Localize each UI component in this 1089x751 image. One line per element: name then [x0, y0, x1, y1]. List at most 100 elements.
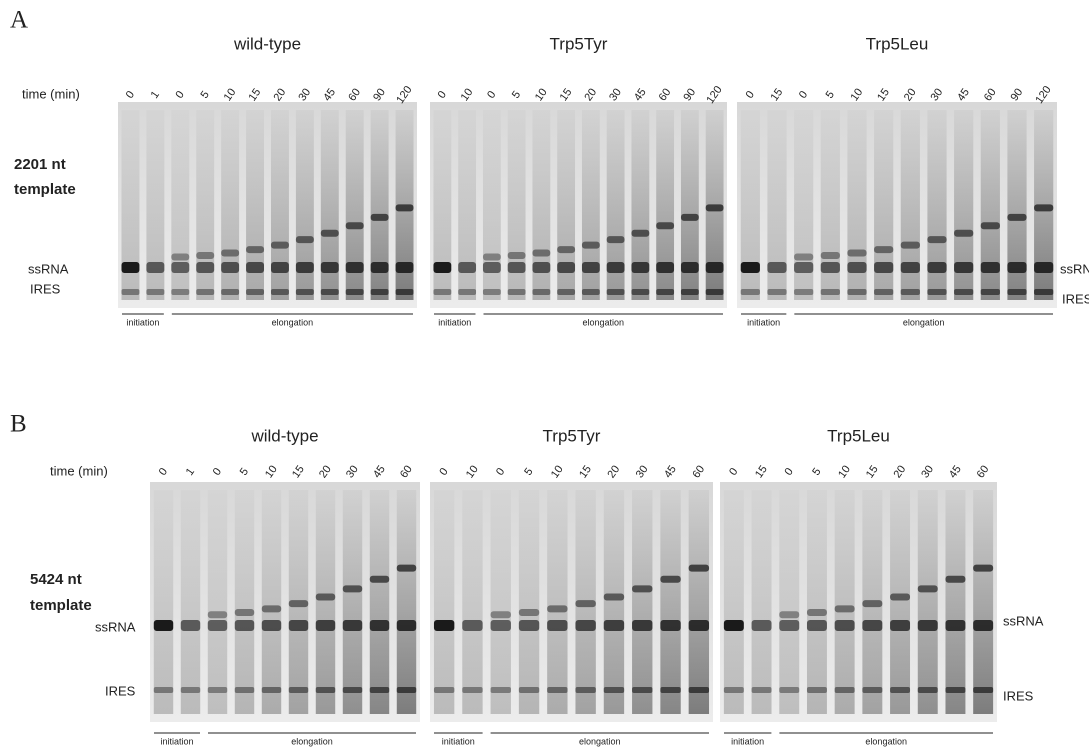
lane-time: 30	[296, 86, 313, 103]
lane-smear	[631, 110, 650, 300]
lane-smear	[396, 490, 417, 714]
ssrna-band	[557, 262, 576, 273]
lane-time: 10	[263, 463, 280, 480]
product-band	[575, 600, 596, 608]
product-band	[207, 611, 228, 619]
ires-band	[458, 289, 477, 295]
lane-time: 0	[494, 466, 507, 478]
gel-title: Trp5Tyr	[543, 426, 601, 445]
ssrna-band	[973, 620, 994, 631]
gel	[118, 102, 417, 308]
ssrna-band	[518, 620, 540, 631]
lane-time: 0	[727, 466, 740, 478]
ires-band	[370, 289, 389, 295]
gel-background	[118, 102, 417, 308]
product-band	[295, 236, 314, 244]
product-band	[342, 585, 363, 593]
ssrna-band	[121, 262, 140, 273]
ires-band	[315, 687, 336, 693]
product-band	[973, 564, 994, 572]
lane-smear	[246, 110, 265, 300]
ires-band	[945, 687, 966, 693]
ires-band	[490, 687, 511, 693]
product-band	[507, 252, 526, 260]
lane-smear	[980, 110, 1000, 300]
ires-band	[507, 289, 526, 295]
phase-label: initiation	[747, 317, 780, 327]
product-band	[917, 585, 938, 593]
product-band	[221, 249, 240, 257]
ssrna-band	[927, 262, 947, 273]
ires-band	[462, 687, 483, 693]
lane-time: 20	[317, 463, 334, 480]
product-band	[246, 246, 265, 254]
ssrna-band	[1007, 262, 1027, 273]
lane-smear	[261, 490, 282, 714]
ssrna-band	[490, 620, 511, 631]
lane-smear	[632, 490, 653, 714]
phase-label: elongation	[579, 736, 621, 746]
lane-smear	[688, 490, 710, 714]
lane-time: 5	[522, 466, 535, 478]
lane-smear	[370, 110, 389, 300]
lane-smear	[806, 490, 827, 714]
lane-time: 30	[607, 86, 624, 103]
ssrna-band	[575, 620, 596, 631]
lane-smear	[315, 490, 336, 714]
ssrna-band	[146, 262, 165, 273]
lane-time: 45	[632, 86, 649, 103]
lane-time: 5	[810, 466, 823, 478]
ires-band	[779, 687, 800, 693]
lane-smear	[433, 110, 452, 300]
ires-band	[794, 289, 814, 295]
product-band	[320, 229, 339, 237]
product-band	[395, 204, 414, 212]
lane-time: 15	[753, 463, 770, 480]
lane-time: 15	[864, 463, 881, 480]
ires-band	[751, 687, 772, 693]
product-band	[656, 222, 675, 230]
ires-band	[575, 687, 596, 693]
ires-band	[1034, 289, 1054, 295]
lane-time: 10	[836, 463, 853, 480]
ires-band	[834, 687, 855, 693]
product-band	[632, 585, 653, 593]
lane-smear	[740, 110, 760, 300]
lane-time: 60	[398, 463, 415, 480]
ires-band	[767, 289, 787, 295]
gel-title: wild-type	[250, 426, 318, 445]
band-label: IRES	[1003, 688, 1034, 703]
lane-smear	[153, 490, 174, 714]
lane-smear	[345, 110, 364, 300]
lane-smear	[196, 110, 215, 300]
lane-smear	[490, 490, 511, 714]
ires-band	[1007, 289, 1027, 295]
lane-time: 0	[174, 89, 187, 101]
ssrna-band	[433, 262, 452, 273]
product-band	[660, 575, 681, 583]
ires-band	[261, 687, 282, 693]
lane-smear	[270, 110, 289, 300]
ires-band	[917, 687, 938, 693]
ssrna-band	[688, 620, 710, 631]
product-band	[927, 236, 947, 244]
lane-smear	[847, 110, 867, 300]
product-band	[196, 252, 215, 260]
lane-time: 10	[549, 463, 566, 480]
ssrna-band	[834, 620, 855, 631]
ssrna-band	[806, 620, 827, 631]
gel	[430, 482, 713, 722]
lane-smear	[954, 110, 974, 300]
product-band	[631, 229, 650, 237]
ires-band	[606, 289, 625, 295]
gel	[720, 482, 997, 722]
ires-band	[433, 687, 455, 693]
ires-band	[207, 687, 228, 693]
ssrna-band	[532, 262, 551, 273]
product-band	[532, 249, 551, 257]
lane-smear	[927, 110, 947, 300]
ssrna-band	[954, 262, 974, 273]
band-label: ssRNA	[1003, 613, 1044, 628]
ssrna-band	[221, 262, 240, 273]
ssrna-band	[288, 620, 309, 631]
